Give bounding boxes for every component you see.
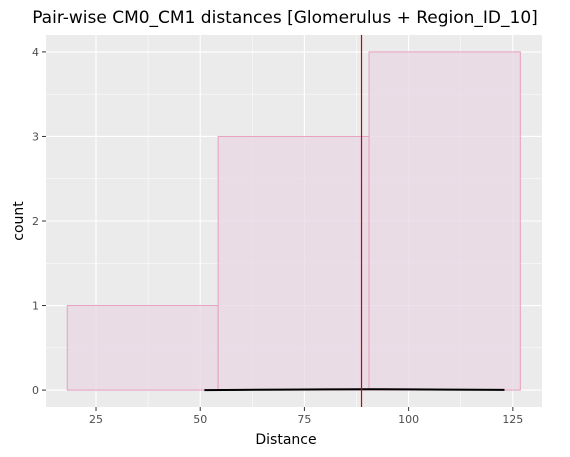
x-tick-label: 25 [89, 413, 103, 426]
x-tick-label: 100 [398, 413, 419, 426]
y-tick-label: 4 [32, 46, 39, 59]
y-tick-label: 1 [32, 300, 39, 313]
y-axis-label: count [11, 201, 27, 241]
x-tick-label: 50 [193, 413, 207, 426]
x-tick-label: 125 [502, 413, 523, 426]
x-tick-label: 75 [297, 413, 311, 426]
chart-title: Pair-wise CM0_CM1 distances [Glomerulus … [32, 8, 538, 28]
x-axis-label: Distance [255, 432, 316, 448]
histogram-bar [368, 51, 521, 391]
y-axis-ticks: 0 1 2 3 4 [32, 46, 46, 397]
y-tick-label: 0 [32, 384, 39, 397]
x-axis-ticks: 25 50 75 100 125 [89, 407, 523, 426]
density-line [204, 388, 505, 392]
histogram-bar [66, 305, 219, 391]
histogram-bars [66, 51, 521, 391]
y-tick-label: 3 [32, 130, 39, 143]
y-tick-label: 2 [32, 215, 39, 228]
histogram-bar [217, 135, 370, 391]
